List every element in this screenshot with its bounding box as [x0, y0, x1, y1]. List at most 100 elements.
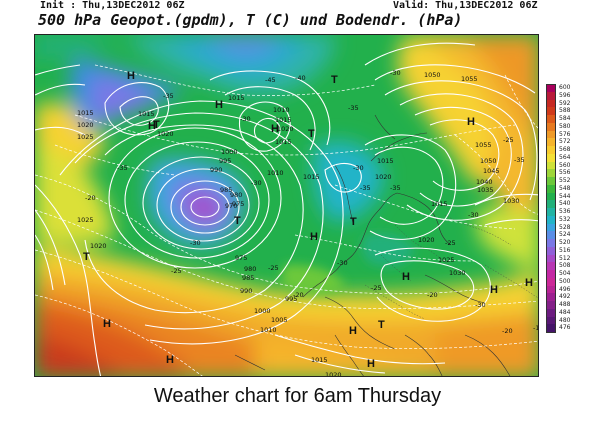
isobar-label: 975 — [232, 200, 244, 208]
legend-color-swatch — [546, 262, 556, 271]
legend-level-label: 520 — [559, 239, 571, 246]
isotherm-label: -25 — [445, 239, 456, 247]
low-pressure-marker: T — [153, 119, 160, 131]
legend-color-swatch — [546, 192, 556, 201]
isobar-label: 1015 — [311, 356, 328, 364]
isotherm-label: -30 — [390, 69, 401, 77]
high-pressure-marker: H — [490, 284, 498, 296]
isobar-label: 1020 — [418, 236, 435, 244]
legend-level-label: 572 — [559, 138, 571, 146]
high-pressure-marker: H — [467, 116, 475, 128]
legend-color-swatch — [546, 177, 556, 186]
legend-color-swatch — [546, 277, 556, 286]
legend-color-swatch — [546, 84, 556, 93]
isotherm-label: -30 — [190, 239, 201, 247]
legend-level-label: 556 — [559, 169, 571, 177]
isobar-label: 1030 — [449, 269, 466, 277]
low-pressure-marker: T — [234, 215, 241, 227]
isobar-label: 1020 — [90, 242, 107, 250]
legend-level-label: 496 — [559, 285, 571, 293]
isotherm-label: -20 — [502, 327, 513, 335]
isobar-label: 995 — [285, 295, 297, 303]
legend-color-swatch — [546, 184, 556, 193]
high-pressure-marker: H — [310, 231, 318, 243]
legend-level-label: 600 — [559, 84, 571, 91]
legend-color-swatch — [546, 99, 556, 108]
isobar-label: 1020 — [375, 173, 392, 181]
legend-color-swatch — [546, 316, 556, 325]
legend-color-swatch — [546, 107, 556, 116]
pressure-isobars — [35, 42, 538, 376]
isotherm-label: -25 — [371, 284, 382, 292]
legend-color-swatch — [546, 293, 556, 302]
isotherm-label: -25 — [268, 264, 279, 272]
coastline-lines — [234, 114, 511, 376]
legend-level-label: 492 — [559, 293, 571, 301]
isotherm-label: -35 — [360, 184, 371, 192]
isotherm-label: -25 — [171, 267, 182, 275]
legend-color-swatch — [546, 161, 556, 170]
legend-level-label: 584 — [559, 115, 571, 122]
isobar-label: 1035 — [477, 186, 494, 194]
isobar-label: 1050 — [480, 157, 497, 165]
isotherm-label: -30 — [468, 211, 479, 219]
isotherm-label: -20 — [427, 291, 438, 299]
isotherm-label: -20 — [85, 194, 96, 202]
isobar-label: 970 — [225, 202, 237, 210]
low-pressure-marker: T — [308, 128, 315, 140]
isotherm-label: -35 — [163, 92, 174, 100]
isobar-label: 975 — [235, 254, 247, 262]
isobar-label: 1015 — [138, 110, 155, 118]
legend-color-swatch — [546, 215, 556, 224]
legend-color-swatch — [546, 146, 556, 155]
isobar-label: 1005 — [271, 316, 288, 324]
legend-level-label: 568 — [559, 146, 571, 153]
isotherm-label: -35 — [348, 104, 359, 112]
legend-level-label: 596 — [559, 91, 571, 99]
isobar-label: 1000 — [221, 148, 238, 156]
isobar-label: 1015 — [275, 138, 292, 146]
isotherm-label: -30 — [475, 301, 486, 309]
isobar-label: 1020 — [77, 121, 94, 129]
isobar-label: 1040 — [476, 178, 493, 186]
isotherm-label: -15 — [533, 324, 539, 332]
legend-level-label: 528 — [559, 223, 571, 231]
isotherm-label: -20 — [293, 291, 304, 299]
legend-level-label: 516 — [559, 246, 571, 254]
isobar-label: 1015 — [275, 116, 292, 124]
legend-level-label: 592 — [559, 99, 571, 107]
legend-level-label: 580 — [559, 122, 571, 130]
legend-level-label: 564 — [559, 153, 571, 161]
legend-color-swatch — [546, 153, 556, 162]
high-pressure-marker: H — [367, 358, 375, 370]
isobar-label: 985 — [242, 274, 254, 282]
isobar-label: 1010 — [267, 169, 284, 177]
isobar-label: 995 — [219, 157, 231, 165]
isobar-label: 1000 — [254, 307, 271, 315]
legend-level-label: 536 — [559, 208, 571, 215]
legend-level-label: 540 — [559, 200, 571, 208]
high-pressure-marker: H — [103, 318, 111, 330]
legend-color-swatch — [546, 91, 556, 100]
legend-level-label: 480 — [559, 316, 571, 324]
high-pressure-markers: H H H H H H H H H H H H H — [103, 70, 533, 370]
high-pressure-marker: H — [402, 271, 410, 283]
legend-color-swatch — [546, 122, 556, 131]
valid-time: Valid: Thu,13DEC2012 06Z — [393, 0, 538, 11]
chart-title: 500 hPa Geopot.(gpdm), T (C) und Bodendr… — [38, 11, 463, 29]
isobar-label: 1015 — [431, 200, 448, 208]
isotherm-label: -45 — [265, 76, 276, 84]
isobar-label: 980 — [244, 265, 256, 273]
legend-level-label: 560 — [559, 161, 571, 169]
legend-color-swatch — [546, 208, 556, 217]
high-pressure-marker: H — [271, 123, 279, 135]
isobar-label: 1030 — [503, 197, 520, 205]
temperature-isotherms — [35, 64, 538, 376]
legend-level-label: 508 — [559, 262, 571, 270]
legend-level-label: 524 — [559, 231, 571, 239]
pressure-labels: 1015102010251015102010151010101510201015… — [77, 71, 520, 376]
isotherm-label: -35 — [514, 156, 525, 164]
legend-color-swatch — [546, 231, 556, 240]
isobar-label: 990 — [210, 166, 222, 174]
legend-level-label: 488 — [559, 301, 571, 308]
